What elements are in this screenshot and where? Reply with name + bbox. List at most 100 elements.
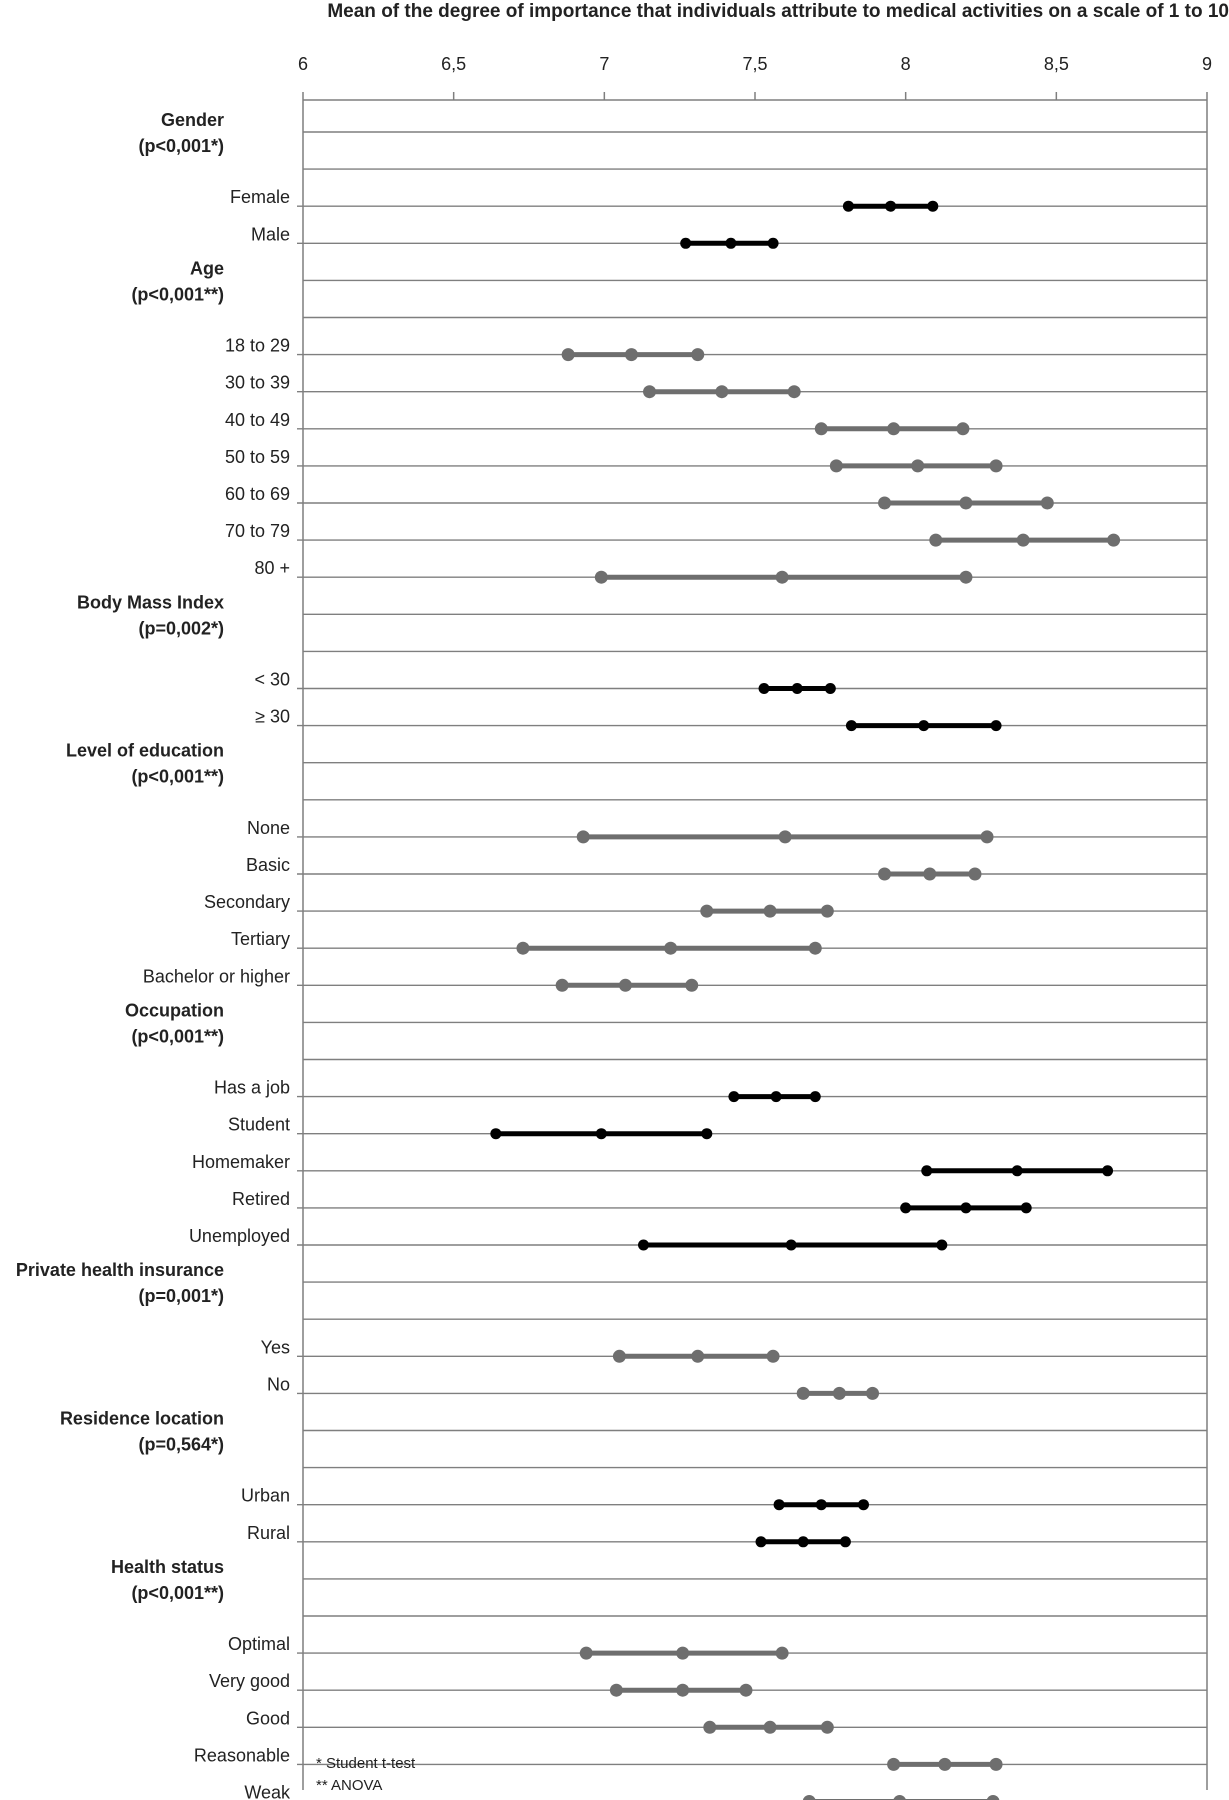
group-pvalue: (p<0,001**) bbox=[131, 1583, 224, 1603]
high-point bbox=[1102, 1165, 1114, 1177]
high-point bbox=[685, 978, 699, 992]
category-label: Tertiary bbox=[231, 929, 290, 949]
footnote: ** ANOVA bbox=[316, 1777, 382, 1794]
group-pvalue: (p<0,001**) bbox=[131, 284, 224, 304]
low-point bbox=[643, 385, 657, 399]
high-point bbox=[959, 570, 973, 584]
high-point bbox=[787, 385, 801, 399]
category-label: Yes bbox=[261, 1337, 290, 1357]
group-title: Health status bbox=[111, 1557, 224, 1577]
mean-point bbox=[887, 422, 901, 436]
group-pvalue: (p=0,001*) bbox=[138, 1286, 224, 1306]
low-point bbox=[845, 720, 857, 732]
low-point bbox=[929, 533, 943, 547]
mean-point bbox=[959, 496, 973, 510]
high-point bbox=[839, 1536, 851, 1548]
category-label: No bbox=[267, 1374, 290, 1394]
mean-point bbox=[595, 1128, 607, 1140]
high-point bbox=[927, 200, 939, 212]
category-label: Secondary bbox=[204, 892, 290, 912]
high-point bbox=[1107, 533, 1121, 547]
high-point bbox=[968, 867, 982, 881]
x-tick-label: 7 bbox=[599, 54, 609, 74]
high-point bbox=[956, 422, 970, 436]
mean-point bbox=[676, 1646, 690, 1660]
low-point bbox=[878, 867, 892, 881]
group-title: Residence location bbox=[60, 1409, 224, 1429]
high-point bbox=[767, 237, 779, 249]
category-label: 30 to 39 bbox=[225, 373, 290, 393]
low-point bbox=[576, 830, 590, 844]
mean-point bbox=[775, 570, 789, 584]
low-point bbox=[887, 1757, 901, 1771]
category-label: Urban bbox=[241, 1486, 290, 1506]
category-label: 18 to 29 bbox=[225, 336, 290, 356]
low-point bbox=[490, 1128, 502, 1140]
mean-point bbox=[791, 683, 803, 694]
category-label: 40 to 49 bbox=[225, 410, 290, 430]
low-point bbox=[594, 570, 608, 584]
category-label: < 30 bbox=[254, 670, 290, 690]
x-tick-label: 6,5 bbox=[441, 54, 466, 74]
category-label: Homemaker bbox=[192, 1152, 290, 1172]
high-point bbox=[808, 941, 822, 955]
high-point bbox=[989, 1757, 1003, 1771]
low-point bbox=[755, 1536, 767, 1548]
low-point bbox=[561, 348, 575, 362]
low-point bbox=[680, 237, 692, 249]
category-label: Optimal bbox=[228, 1634, 290, 1654]
low-point bbox=[796, 1386, 810, 1400]
high-point bbox=[866, 1386, 880, 1400]
high-point bbox=[980, 830, 994, 844]
low-point bbox=[921, 1165, 933, 1177]
high-point bbox=[824, 683, 836, 694]
low-point bbox=[773, 1499, 785, 1511]
mean-point bbox=[911, 459, 925, 473]
group-pvalue: (p<0,001*) bbox=[138, 136, 224, 156]
mean-point bbox=[885, 200, 897, 212]
group-title: Level of education bbox=[66, 741, 224, 761]
low-point bbox=[700, 904, 714, 918]
group-pvalue: (p<0,001**) bbox=[131, 767, 224, 787]
category-label: 50 to 59 bbox=[225, 447, 290, 467]
mean-point bbox=[923, 867, 937, 881]
category-label: Student bbox=[228, 1115, 290, 1135]
mean-point bbox=[725, 237, 737, 249]
high-point bbox=[936, 1239, 948, 1251]
mean-point bbox=[1011, 1165, 1023, 1177]
high-point bbox=[1040, 496, 1054, 510]
group-title: Gender bbox=[161, 110, 224, 130]
category-label: Very good bbox=[209, 1671, 290, 1691]
mean-point bbox=[785, 1239, 797, 1251]
mean-point bbox=[778, 830, 792, 844]
high-point bbox=[775, 1646, 789, 1660]
group-title: Body Mass Index bbox=[77, 592, 224, 612]
mean-point bbox=[624, 348, 638, 362]
x-tick-label: 9 bbox=[1202, 54, 1212, 74]
category-label: None bbox=[247, 818, 290, 838]
mean-point bbox=[763, 904, 777, 918]
group-title: Private health insurance bbox=[16, 1260, 224, 1280]
low-point bbox=[829, 459, 843, 473]
mean-point bbox=[691, 1349, 705, 1363]
category-label: Basic bbox=[246, 855, 290, 875]
high-point bbox=[701, 1128, 713, 1140]
category-label: Unemployed bbox=[189, 1226, 290, 1246]
mean-point bbox=[797, 1536, 809, 1548]
x-tick-label: 6 bbox=[298, 54, 308, 74]
category-label: Rural bbox=[247, 1523, 290, 1543]
mean-point bbox=[664, 941, 678, 955]
category-label: Female bbox=[230, 187, 290, 207]
category-label: ≥ 30 bbox=[255, 707, 290, 727]
category-label: Weak bbox=[244, 1783, 291, 1800]
low-point bbox=[814, 422, 828, 436]
group-title: Occupation bbox=[125, 1000, 224, 1020]
mean-point bbox=[763, 1720, 777, 1734]
low-point bbox=[900, 1202, 912, 1214]
x-tick-label: 8,5 bbox=[1044, 54, 1069, 74]
group-pvalue: (p=0,564*) bbox=[138, 1435, 224, 1455]
high-point bbox=[766, 1349, 780, 1363]
low-point bbox=[609, 1683, 623, 1697]
mean-point bbox=[938, 1757, 952, 1771]
category-label: Reasonable bbox=[194, 1745, 290, 1765]
